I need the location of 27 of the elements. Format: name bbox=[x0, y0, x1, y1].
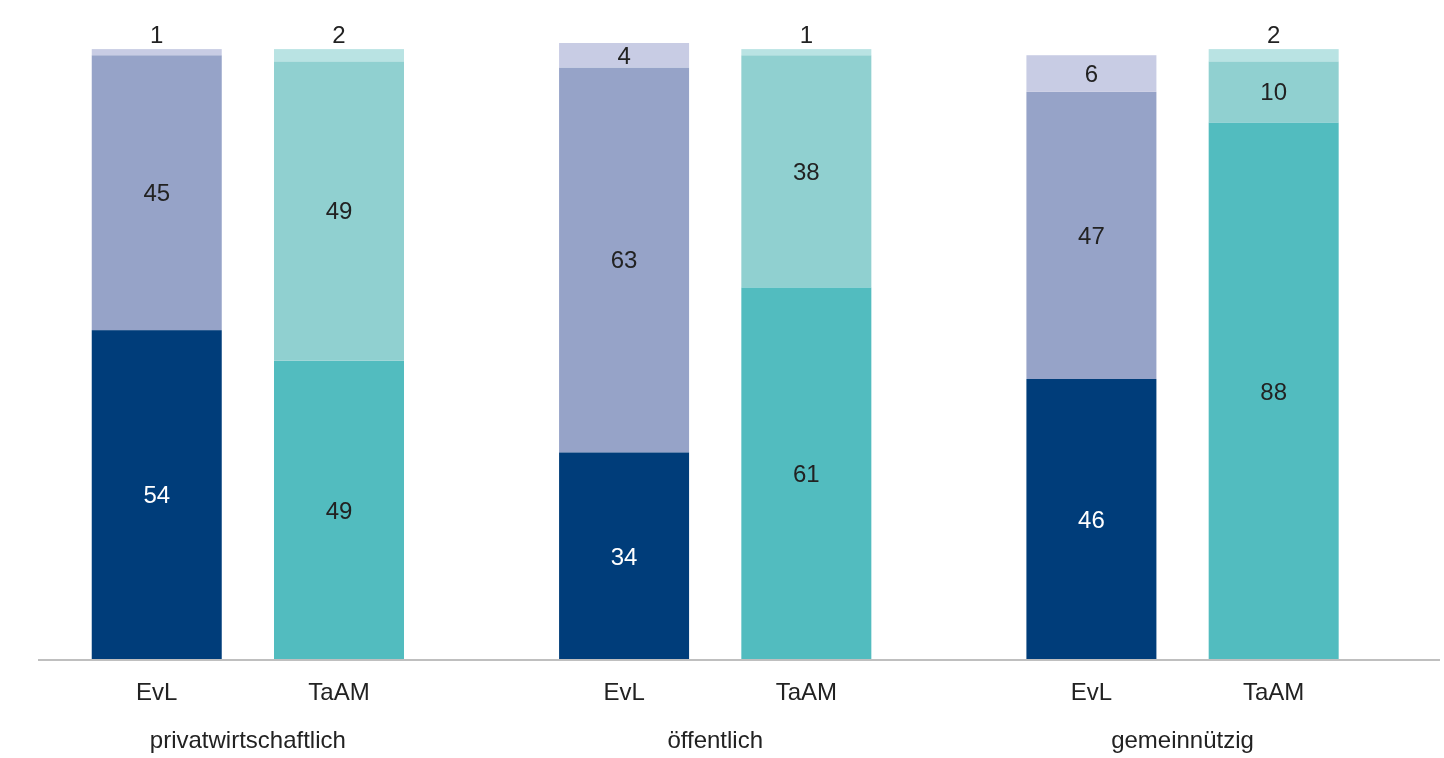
data-label: 49 bbox=[325, 496, 353, 524]
x-tick-label: EvL bbox=[603, 678, 645, 705]
x-tick-label: EvL bbox=[136, 678, 178, 705]
data-label: 88 bbox=[1260, 377, 1288, 405]
data-label: 2 bbox=[332, 21, 346, 49]
text: gemeinnützig bbox=[1111, 726, 1254, 753]
text: öffentlich bbox=[667, 726, 764, 753]
data-label: 1 bbox=[799, 21, 814, 49]
data-label: 10 bbox=[1260, 78, 1288, 106]
data-label: 1 bbox=[150, 21, 164, 49]
x-tick-label: TaAM bbox=[775, 678, 838, 705]
data-label: 38 bbox=[792, 157, 820, 185]
data-label: 46 bbox=[1078, 505, 1105, 533]
data-label: 54 bbox=[143, 481, 171, 509]
data-label: 61 bbox=[792, 460, 820, 488]
data-label: 49 bbox=[325, 197, 353, 225]
data-label: 2 bbox=[1266, 21, 1281, 49]
data-label: 4 bbox=[617, 41, 631, 69]
data-label: 6 bbox=[1084, 59, 1099, 87]
x-tick-label: TaAM bbox=[1242, 678, 1305, 705]
data-label: 63 bbox=[610, 246, 638, 274]
data-label: 47 bbox=[1078, 221, 1105, 249]
data-label: 45 bbox=[143, 179, 171, 207]
x-tick-label: EvL bbox=[1070, 678, 1113, 705]
data-label: 34 bbox=[610, 542, 638, 570]
text: privatwirtschaftlich bbox=[149, 726, 346, 753]
x-tick-label: TaAM bbox=[308, 678, 370, 705]
